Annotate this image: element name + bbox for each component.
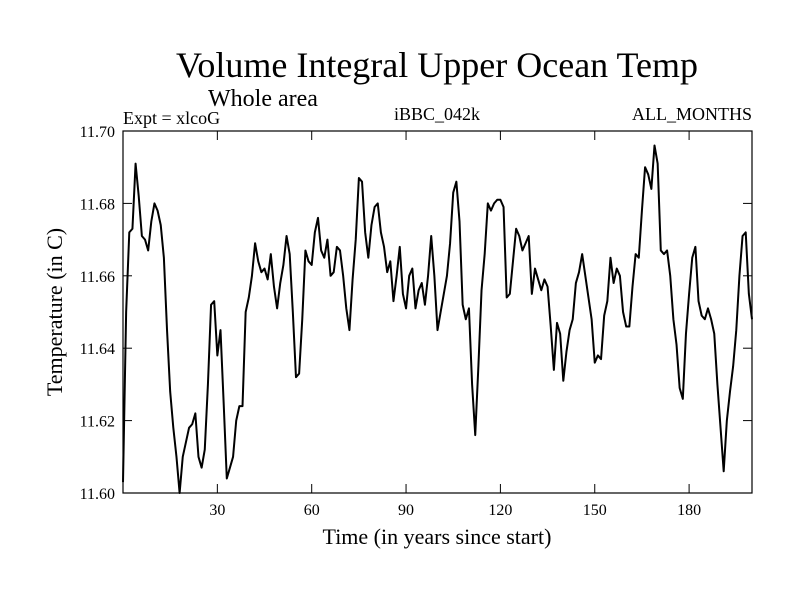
y-tick-label: 11.70 [80, 124, 115, 141]
x-tick-label: 120 [488, 502, 512, 519]
y-tick-label: 11.64 [80, 341, 115, 358]
chart-subtitle: Whole area [208, 86, 318, 112]
x-tick-label: 60 [304, 502, 320, 519]
y-tick-label: 11.66 [80, 269, 115, 286]
x-tick-label: 180 [677, 502, 701, 519]
y-tick-label: 11.68 [80, 196, 115, 213]
x-tick-label: 30 [209, 502, 225, 519]
experiment-label: Expt = xlcoG [123, 108, 220, 128]
x-tick-label: 150 [583, 502, 607, 519]
x-tick-label: 90 [398, 502, 414, 519]
run-id-label: iBBC_042k [394, 104, 480, 124]
months-label: ALL_MONTHS [632, 104, 752, 124]
chart-title: Volume Integral Upper Ocean Temp [176, 45, 698, 85]
y-axis-label: Temperature (in C) [42, 228, 67, 396]
temperature-series-line [122, 144, 753, 494]
x-axis-label: Time (in years since start) [323, 524, 552, 549]
tick-labels: 30 60 90 120 150 180 11.60 11.62 11.64 11.66 11.68… [80, 124, 702, 519]
y-tick-label: 11.60 [80, 486, 115, 503]
y-tick-label: 11.62 [80, 414, 115, 431]
